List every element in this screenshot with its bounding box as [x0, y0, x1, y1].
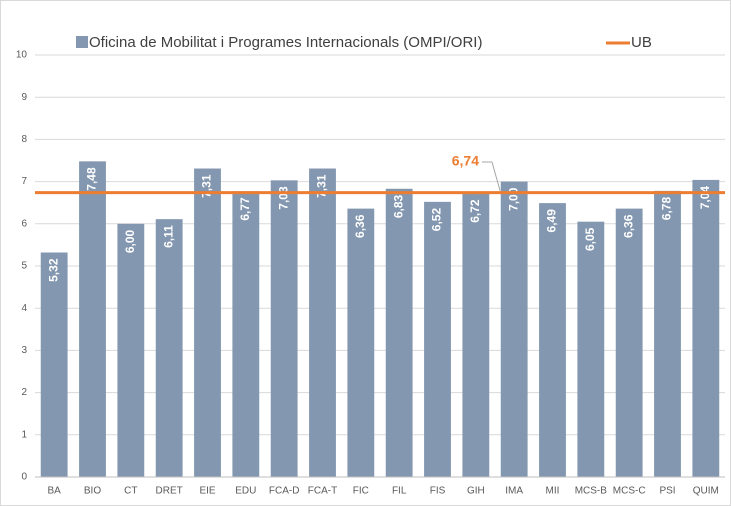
x-tick-label: IMA: [505, 486, 523, 497]
y-tick-label: 7: [21, 176, 27, 187]
bar: [155, 219, 183, 477]
value-label: 7,04: [698, 186, 712, 210]
bar: [232, 191, 260, 477]
x-tick-label: DRET: [156, 486, 183, 497]
value-label: 6,78: [660, 197, 674, 221]
reference-label: 6,74: [452, 153, 479, 169]
bar: [654, 190, 681, 477]
bar: [385, 188, 413, 478]
x-tick-label: MII: [546, 486, 560, 497]
x-tick-label: MCS-C: [613, 486, 646, 497]
value-label: 7,31: [315, 174, 329, 198]
bar: [117, 223, 145, 477]
y-tick-label: 6: [21, 218, 27, 229]
y-tick-label: 10: [16, 50, 28, 61]
y-tick-label: 5: [21, 261, 27, 272]
value-label: 6,05: [583, 227, 597, 251]
bar: [615, 208, 643, 477]
y-tick-label: 4: [21, 303, 27, 314]
value-label: 6,00: [123, 229, 137, 253]
y-tick-label: 3: [21, 345, 27, 356]
y-tick-label: 8: [21, 134, 27, 145]
bar: [462, 193, 490, 477]
leader-line: [491, 161, 501, 191]
value-label: 5,32: [46, 258, 60, 282]
value-label: 7,00: [506, 187, 520, 211]
legend-label: Oficina de Mobilitat i Programes Interna…: [89, 34, 482, 51]
bar: [270, 180, 298, 478]
y-tick-label: 9: [21, 92, 27, 103]
bar: [347, 208, 375, 477]
bar: [424, 201, 451, 477]
x-tick-label: FIC: [353, 486, 369, 497]
x-tick-label: PSI: [659, 486, 675, 497]
value-label: 6,72: [468, 199, 482, 223]
value-label: 7,48: [85, 167, 99, 191]
x-tick-label: FCA-T: [308, 486, 337, 497]
bar: [194, 168, 221, 477]
y-tick-label: 1: [21, 429, 27, 440]
x-tick-label: BA: [47, 486, 61, 497]
value-label: 6,52: [430, 208, 444, 232]
x-tick-label: FIL: [392, 486, 407, 497]
x-tick-label: FCA-D: [269, 486, 300, 497]
legend-label: UB: [631, 34, 652, 51]
value-label: 6,36: [353, 214, 367, 238]
value-label: 7,03: [276, 186, 290, 210]
bar: [577, 221, 605, 477]
legend-swatch: [76, 36, 88, 48]
bar: [309, 168, 336, 477]
bar: [692, 179, 720, 478]
x-tick-label: CT: [124, 486, 137, 497]
x-tick-label: QUIM: [693, 486, 719, 497]
bar: [40, 252, 68, 477]
value-label: 6,36: [621, 214, 635, 238]
value-label: 6,49: [545, 209, 559, 233]
bar: [79, 161, 106, 477]
x-tick-label: EDU: [235, 486, 256, 497]
x-tick-label: BIO: [84, 486, 101, 497]
y-tick-label: 0: [21, 472, 27, 483]
x-tick-label: GIH: [467, 486, 485, 497]
x-tick-label: FIS: [430, 486, 446, 497]
x-tick-label: EIE: [199, 486, 215, 497]
value-label: 6,11: [161, 225, 175, 248]
bar: [500, 181, 528, 477]
value-label: 6,83: [391, 194, 405, 218]
bar: [539, 203, 566, 477]
x-tick-label: MCS-B: [575, 486, 608, 497]
value-label: 6,77: [238, 197, 252, 221]
y-tick-label: 2: [21, 387, 27, 398]
value-label: 7,31: [200, 174, 214, 198]
